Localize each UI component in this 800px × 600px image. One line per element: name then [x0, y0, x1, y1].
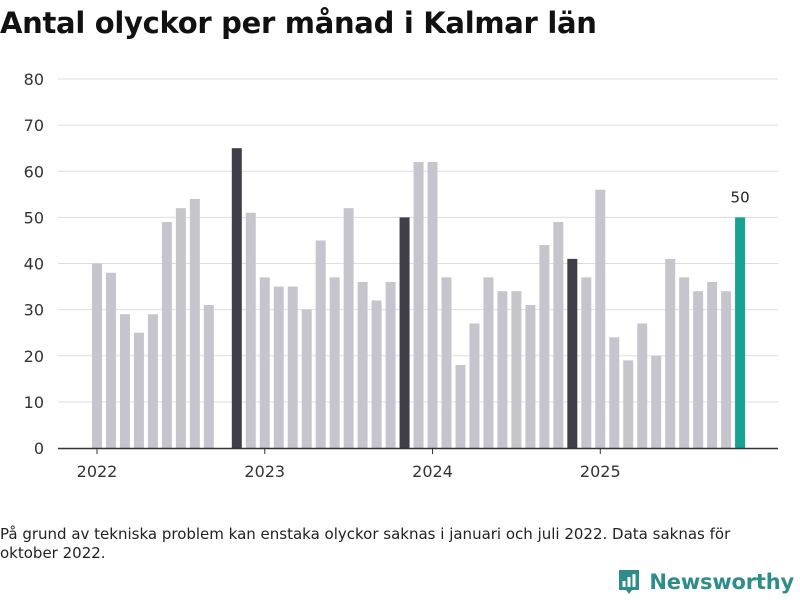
bar-2025-04 — [637, 323, 648, 448]
bar-2025-07 — [679, 277, 690, 448]
x-axis-ticks: 2022 2023 2024 2025 — [77, 448, 621, 481]
bar-2023-06 — [329, 277, 340, 448]
bar-2025-05 — [651, 355, 662, 448]
y-tick-label: 80 — [24, 70, 44, 89]
bar-2025-11 — [735, 217, 746, 448]
bar-2022-09 — [203, 305, 214, 448]
bar-2023-10 — [385, 281, 396, 448]
latest-value-label: 50 — [731, 188, 750, 206]
bar-chart: 0 10 20 30 40 50 60 70 80 2022 2023 2024 2025 50 — [24, 70, 778, 481]
bar-2024-12 — [581, 277, 592, 448]
bar-2024-02 — [441, 277, 452, 448]
bar-2023-09 — [371, 300, 382, 448]
bar-2022-05 — [147, 314, 158, 448]
chart-title: Antal olyckor per månad i Kalmar län — [0, 6, 597, 40]
bar-2022-08 — [189, 198, 200, 448]
x-tick-label-2022: 2022 — [77, 462, 118, 481]
y-axis-ticks: 0 10 20 30 40 50 60 70 80 — [24, 70, 44, 458]
bar-2024-07 — [511, 291, 522, 448]
bar-2022-11 — [231, 148, 242, 448]
bar-2024-04 — [469, 323, 480, 448]
y-tick-label: 10 — [24, 393, 44, 412]
y-tick-label: 0 — [34, 439, 44, 458]
bar-2024-10 — [553, 221, 564, 448]
footnote: På grund av tekniska problem kan enstaka… — [0, 525, 731, 562]
bar-2023-02 — [273, 286, 284, 448]
bar-2025-08 — [693, 291, 704, 448]
bar-2023-05 — [315, 240, 326, 448]
x-tick-label-2024: 2024 — [412, 462, 453, 481]
y-tick-label: 40 — [24, 255, 44, 274]
bar-2023-11 — [399, 217, 410, 448]
bar-2025-09 — [707, 281, 718, 448]
y-tick-label: 70 — [24, 116, 44, 135]
bar-2024-05 — [483, 277, 494, 448]
brand-name: Newsworthy — [649, 570, 794, 594]
bar-2024-06 — [497, 291, 508, 448]
bar-2025-06 — [665, 258, 676, 448]
bar-2022-02 — [105, 272, 116, 448]
bar-2025-02 — [609, 337, 620, 448]
y-tick-label: 50 — [24, 208, 44, 227]
bar-2025-03 — [623, 360, 634, 448]
x-tick-label-2025: 2025 — [580, 462, 621, 481]
bar-2024-01 — [427, 162, 438, 448]
bar-2022-12 — [245, 212, 256, 448]
bars — [92, 148, 746, 448]
data-labels: 50 — [731, 188, 750, 206]
bar-2023-03 — [287, 286, 298, 448]
bar-2022-01 — [92, 263, 102, 448]
bar-2024-09 — [539, 245, 550, 448]
bar-2025-01 — [595, 189, 606, 448]
bar-2023-04 — [301, 309, 312, 448]
bar-2023-08 — [357, 281, 368, 448]
bar-2024-03 — [455, 364, 466, 448]
bar-2023-01 — [259, 277, 270, 448]
bar-2024-11 — [567, 258, 578, 448]
bar-2022-06 — [161, 221, 172, 448]
newsworthy-bar-chart-icon — [619, 570, 640, 594]
brand[interactable]: Newsworthy — [617, 568, 794, 596]
y-tick-label: 30 — [24, 301, 44, 320]
bar-2022-04 — [133, 332, 144, 448]
y-tick-label: 20 — [24, 347, 44, 366]
bar-2024-08 — [525, 305, 536, 448]
bar-2022-03 — [119, 314, 130, 448]
bar-2023-12 — [413, 162, 424, 448]
bar-2025-10 — [721, 291, 732, 448]
x-tick-label-2023: 2023 — [244, 462, 285, 481]
y-tick-label: 60 — [24, 162, 44, 181]
bar-2023-07 — [343, 208, 354, 448]
bar-2022-07 — [175, 208, 186, 448]
